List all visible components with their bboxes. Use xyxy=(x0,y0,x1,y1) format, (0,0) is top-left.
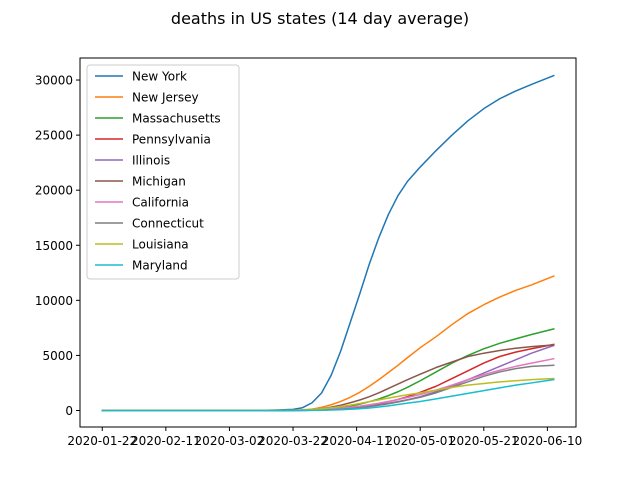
legend-label: New York xyxy=(132,70,187,84)
legend-label: New Jersey xyxy=(132,91,199,105)
legend-box xyxy=(86,64,240,280)
legend-label: Illinois xyxy=(132,154,170,168)
legend-label: Louisiana xyxy=(132,238,189,252)
x-tick-label: 2020-02-11 xyxy=(131,434,201,448)
legend-label: Maryland xyxy=(132,259,188,273)
y-tick-label: 0 xyxy=(65,404,73,418)
y-tick-label: 25000 xyxy=(35,129,73,143)
plot-frame xyxy=(79,57,577,428)
chart-title: deaths in US states (14 day average) xyxy=(171,9,469,28)
legend-label: Connecticut xyxy=(132,217,204,231)
y-tick-label: 10000 xyxy=(35,294,73,308)
x-tick-label: 2020-05-21 xyxy=(449,434,519,448)
y-tick-label: 30000 xyxy=(35,74,73,88)
y-axis: 0 5000 10000 15000 20000 25000 30000 xyxy=(35,74,80,418)
x-tick-label: 2020-04-11 xyxy=(322,434,392,448)
legend-label: Pennsylvania xyxy=(132,133,211,147)
x-tick-label: 2020-06-10 xyxy=(513,434,583,448)
x-tick-label: 2020-05-01 xyxy=(385,434,455,448)
legend-label: Massachusetts xyxy=(132,112,221,126)
y-tick-label: 15000 xyxy=(35,239,73,253)
series-line-maryland xyxy=(101,378,555,412)
x-axis: 2020-01-222020-02-112020-03-022020-03-22… xyxy=(67,427,582,448)
legend: New York New Jersey Massachusetts Pennsylva… xyxy=(86,64,240,280)
x-tick-label: 2020-01-22 xyxy=(67,434,137,448)
x-tick-label: 2020-03-22 xyxy=(258,434,328,448)
legend-label: California xyxy=(132,196,189,210)
x-tick-label: 2020-03-02 xyxy=(195,434,265,448)
plot-lines xyxy=(101,74,555,412)
legend-label: Michigan xyxy=(132,175,186,189)
y-tick-label: 20000 xyxy=(35,184,73,198)
y-tick-label: 5000 xyxy=(42,349,73,363)
